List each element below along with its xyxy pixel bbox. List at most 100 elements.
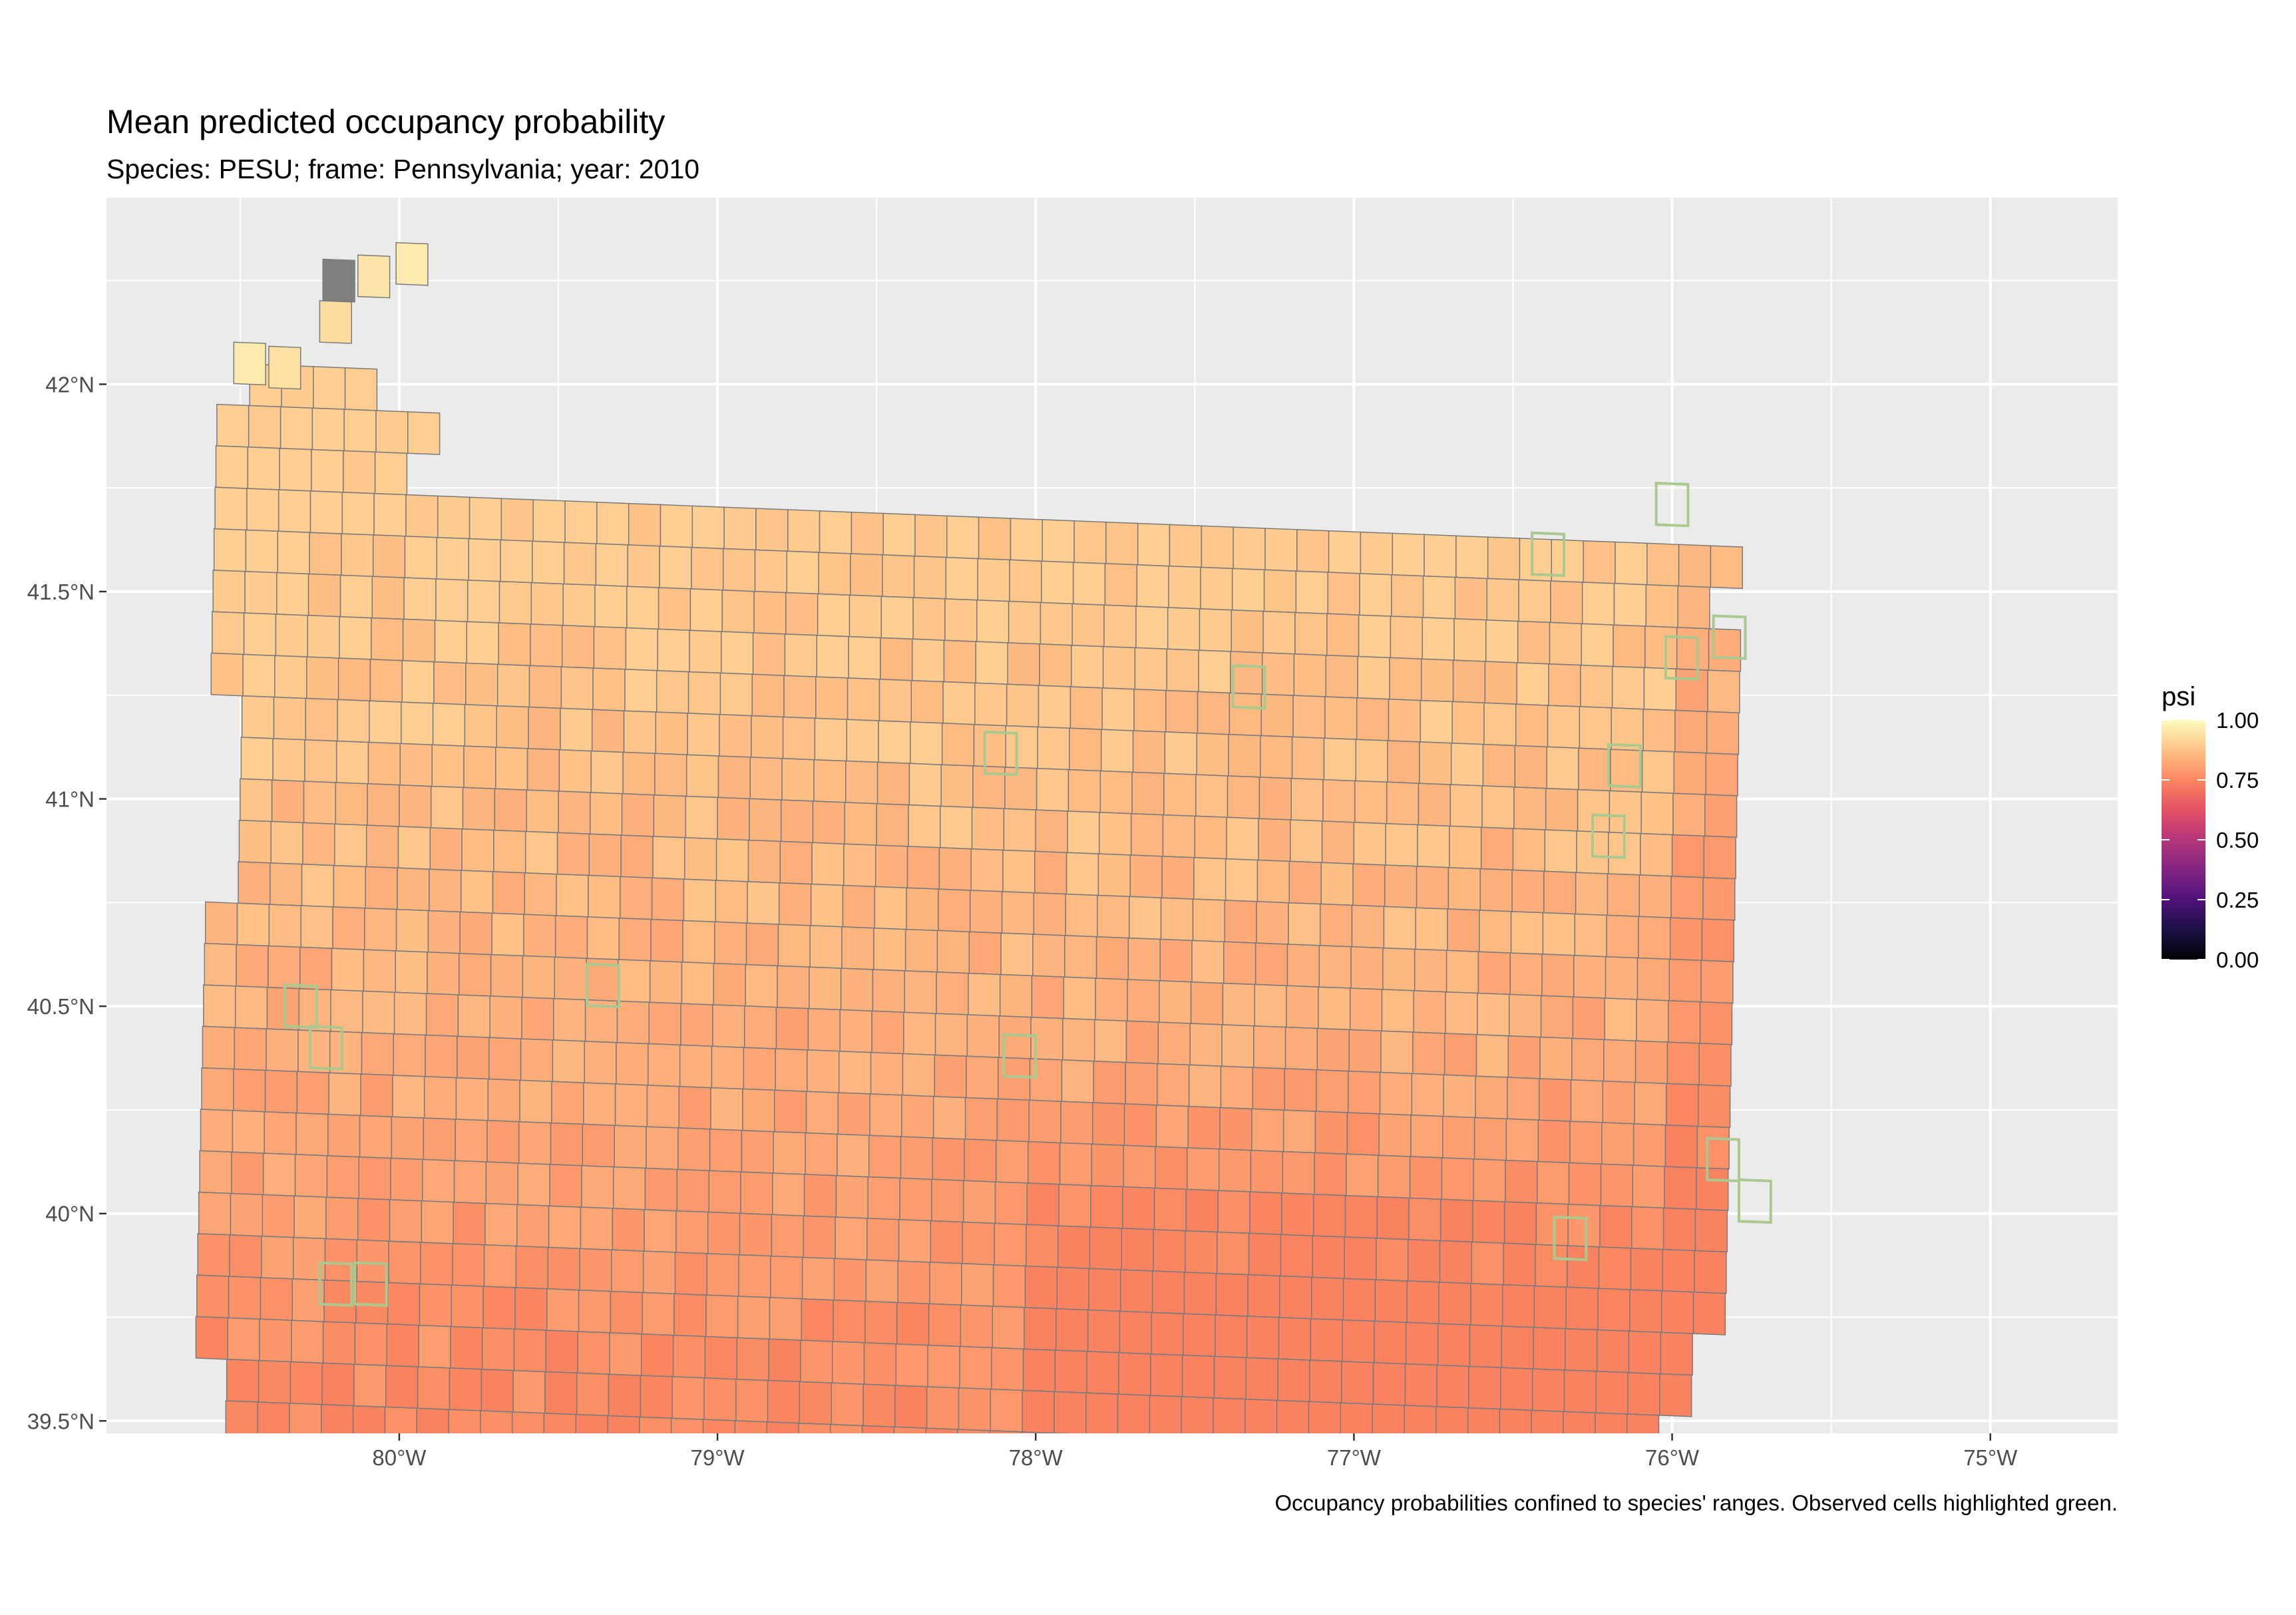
occupancy-cell <box>1324 696 1358 740</box>
occupancy-cell <box>294 1154 328 1198</box>
occupancy-cell <box>524 872 557 916</box>
occupancy-cell <box>1320 862 1354 906</box>
occupancy-cell <box>1408 1197 1441 1242</box>
occupancy-cell <box>1225 858 1258 902</box>
occupancy-cell <box>1117 1393 1151 1433</box>
occupancy-cell <box>650 918 683 963</box>
occupancy-cell <box>640 1375 673 1419</box>
occupancy-cell <box>425 1034 458 1079</box>
occupancy-cell <box>1645 584 1678 628</box>
occupancy-cell <box>484 1202 518 1247</box>
occupancy-cell <box>830 1423 863 1433</box>
occupancy-cell <box>1531 1452 1563 1495</box>
occupancy-cell <box>1191 940 1225 984</box>
occupancy-cell <box>1412 1031 1445 1076</box>
occupancy-cell <box>913 555 947 600</box>
legend: psi 1.00 0.75 0.50 0.25 0.00 <box>2162 682 2259 972</box>
occupancy-cell <box>874 844 908 888</box>
occupancy-cell <box>1642 708 1676 753</box>
occupancy-cell <box>1167 607 1201 651</box>
occupancy-cell <box>861 1467 893 1510</box>
occupancy-cell <box>1613 583 1647 627</box>
occupancy-cell <box>1069 686 1103 730</box>
occupancy-cell <box>556 832 590 876</box>
occupancy-cell <box>1416 866 1449 910</box>
occupancy-cell <box>1187 1147 1220 1191</box>
occupancy-cell <box>1085 1435 1117 1477</box>
occupancy-cell <box>1413 990 1446 1034</box>
occupancy-cell <box>936 930 970 974</box>
occupancy-cell <box>867 1176 900 1220</box>
occupancy-cell <box>270 862 303 906</box>
occupancy-cell <box>236 902 270 947</box>
occupancy-cell <box>1351 904 1385 949</box>
occupancy-cell <box>1327 572 1360 616</box>
occupancy-cell <box>389 1199 423 1243</box>
occupancy-cell <box>1217 1190 1250 1234</box>
occupancy-cell <box>592 667 626 711</box>
occupancy-cell <box>518 1121 552 1165</box>
occupancy-cell <box>1547 705 1581 749</box>
occupancy-cell <box>814 717 847 762</box>
x-tick-label: 78°W <box>1009 1445 1063 1470</box>
occupancy-cell <box>322 258 355 303</box>
occupancy-cell <box>812 801 846 844</box>
occupancy-cell <box>590 792 623 836</box>
occupancy-cell <box>479 1452 511 1495</box>
occupancy-cell <box>272 738 305 782</box>
occupancy-cell <box>1059 1142 1093 1186</box>
occupancy-cell <box>1130 812 1164 857</box>
occupancy-cell <box>1282 1109 1316 1154</box>
occupancy-cell <box>1166 648 1199 693</box>
occupancy-cell <box>1153 1187 1187 1232</box>
occupancy-cell <box>268 345 301 390</box>
occupancy-cell <box>1672 793 1706 837</box>
occupancy-cell <box>1036 768 1069 812</box>
occupancy-cell <box>627 544 660 588</box>
occupancy-cell <box>393 1033 426 1077</box>
occupancy-cell <box>481 1327 515 1371</box>
occupancy-cell <box>1195 774 1229 818</box>
occupancy-cell <box>432 703 466 747</box>
occupancy-cell <box>1344 1194 1378 1239</box>
occupancy-cell <box>648 1001 681 1046</box>
occupancy-cell <box>1374 1279 1408 1324</box>
occupancy-cell <box>553 997 586 1042</box>
occupancy-cell <box>873 927 906 972</box>
occupancy-cell <box>1201 525 1234 570</box>
occupancy-cell <box>628 502 662 547</box>
occupancy-cell <box>1196 733 1229 777</box>
occupancy-cell <box>455 1119 488 1163</box>
occupancy-cell <box>803 1174 837 1218</box>
occupancy-cell <box>1314 1111 1348 1155</box>
occupancy-cell <box>754 549 788 594</box>
occupancy-cell <box>1678 544 1712 588</box>
occupancy-cell <box>363 949 396 993</box>
occupancy-cell <box>1443 1074 1476 1119</box>
occupancy-cell <box>405 494 439 538</box>
occupancy-cell <box>709 1129 743 1172</box>
occupancy-cell <box>583 1082 616 1127</box>
occupancy-cell <box>639 1459 671 1501</box>
occupancy-cell <box>1296 529 1330 573</box>
occupancy-cell <box>1563 1369 1597 1413</box>
occupancy-cell <box>1318 986 1351 1031</box>
occupancy-cell <box>1123 1103 1157 1147</box>
occupancy-cell <box>452 1243 485 1287</box>
occupancy-cell <box>353 1363 387 1408</box>
occupancy-cell <box>1103 604 1137 649</box>
occupancy-cell <box>273 696 307 741</box>
occupancy-cell <box>687 713 720 757</box>
y-tick-label: 41°N <box>45 787 95 812</box>
occupancy-cell <box>841 926 874 970</box>
occupancy-cell <box>1220 1065 1254 1110</box>
occupancy-cell <box>838 1051 872 1095</box>
occupancy-cell <box>532 540 565 585</box>
occupancy-cell <box>712 1004 745 1048</box>
occupancy-cell <box>786 550 819 595</box>
occupancy-cell <box>1213 1355 1247 1400</box>
occupancy-cell <box>1581 623 1614 667</box>
occupancy-cell <box>752 632 786 676</box>
occupancy-cell <box>784 633 818 677</box>
occupancy-cell <box>496 705 529 749</box>
